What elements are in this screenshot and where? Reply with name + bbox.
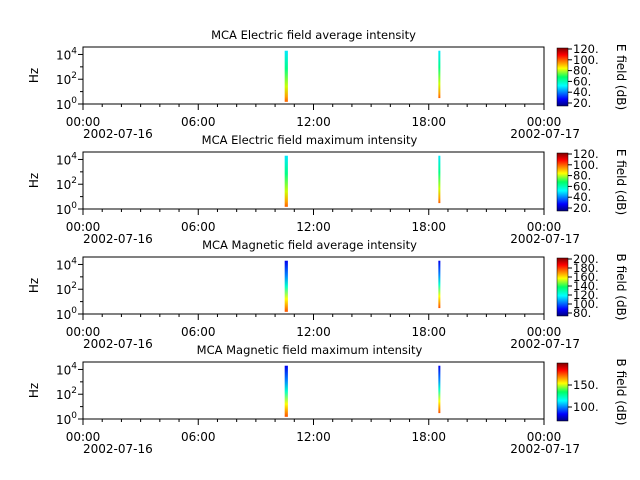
x-tick-label: 18:00: [411, 220, 446, 234]
panel-1: MCA Electric field maximum intensity 100 1…: [27, 133, 628, 246]
panel-3: MCA Magnetic field maximum intensity 100 1…: [27, 343, 628, 456]
spectrogram-segment: [284, 50, 288, 102]
x-tick-label: 18:00: [411, 430, 446, 444]
x-tick-label: 18:00: [411, 115, 446, 129]
x-tick-label: 00:00: [66, 430, 101, 444]
x-tick-label: 00:00: [527, 325, 562, 339]
plot-frame: [82, 151, 545, 210]
colorbar: [556, 47, 569, 107]
colorbar-tick-label: 120.: [573, 42, 599, 56]
colorbar-tick-label: 100.: [573, 158, 599, 172]
y-tick-label: 102: [56, 71, 77, 87]
panel-2: MCA Magnetic field average intensity 100 1…: [27, 238, 628, 351]
spectrogram-segment: [284, 155, 288, 207]
panel-title: MCA Electric field average intensity: [211, 28, 416, 42]
y-tick-label: 102: [56, 281, 77, 297]
colorbar-label: B field (dB): [614, 359, 628, 426]
panel-0: MCA Electric field average intensity 100 1…: [27, 28, 628, 141]
x-tick-label: 12:00: [296, 325, 331, 339]
y-tick-label: 100: [56, 201, 77, 217]
x-date-label: 2002-07-16: [83, 232, 153, 246]
y-tick-label: 100: [56, 96, 77, 112]
y-tick-label: 104: [56, 256, 77, 272]
x-date-label: 2002-07-17: [510, 127, 580, 141]
y-tick-label: 100: [56, 306, 77, 322]
y-axis-label: Hz: [27, 68, 41, 83]
plot-frame: [82, 46, 545, 105]
plot-frame: [82, 361, 545, 420]
x-date-label: 2002-07-17: [510, 442, 580, 456]
colorbar: [556, 152, 569, 212]
colorbar-label: E field (dB): [614, 44, 628, 110]
x-tick-label: 00:00: [527, 430, 562, 444]
colorbar-tick-label: 100.: [573, 53, 599, 67]
colorbar-tick-label: 140.: [573, 279, 599, 293]
spectrogram-segment: [438, 155, 441, 204]
x-tick-label: 00:00: [527, 115, 562, 129]
y-tick-label: 102: [56, 176, 77, 192]
colorbar-tick-label: 150.: [573, 378, 599, 392]
panel-title: MCA Magnetic field maximum intensity: [197, 343, 423, 357]
panel-title: MCA Magnetic field average intensity: [202, 238, 417, 252]
spectrogram-segment: [284, 260, 288, 312]
x-date-label: 2002-07-16: [83, 442, 153, 456]
x-tick-label: 06:00: [181, 325, 216, 339]
spectrogram-segment: [438, 365, 441, 414]
x-tick-label: 18:00: [411, 325, 446, 339]
x-tick-label: 12:00: [296, 115, 331, 129]
plot-frame: [82, 256, 545, 315]
colorbar-tick-label: 20.: [573, 96, 591, 110]
colorbar-tick-label: 40.: [573, 190, 591, 204]
x-tick-label: 06:00: [181, 430, 216, 444]
colorbar-tick-label: 180.: [573, 261, 599, 275]
colorbar: [556, 257, 569, 317]
y-tick-label: 104: [56, 151, 77, 167]
x-tick-label: 00:00: [66, 325, 101, 339]
y-tick-label: 104: [56, 361, 77, 377]
colorbar-label: E field (dB): [614, 149, 628, 215]
x-date-label: 2002-07-16: [83, 127, 153, 141]
spectrogram-segment: [284, 365, 288, 417]
panel-title: MCA Electric field maximum intensity: [202, 133, 418, 147]
colorbar-tick-label: 80.: [573, 306, 591, 320]
colorbar-tick-label: 80.: [573, 169, 591, 183]
colorbar-label: B field (dB): [614, 254, 628, 321]
x-date-label: 2002-07-17: [510, 232, 580, 246]
colorbar-tick-label: 80.: [573, 64, 591, 78]
y-tick-label: 100: [56, 411, 77, 427]
colorbar: [556, 362, 569, 422]
colorbar-tick-label: 160.: [573, 270, 599, 284]
colorbar-tick-label: 40.: [573, 85, 591, 99]
spectrogram-segment: [438, 50, 441, 99]
y-tick-label: 102: [56, 386, 77, 402]
colorbar-tick-label: 100.: [573, 400, 599, 414]
y-axis-label: Hz: [27, 278, 41, 293]
colorbar-tick-label: 60.: [573, 179, 591, 193]
spectrogram-segment: [438, 260, 441, 309]
colorbar-tick-label: 120.: [573, 288, 599, 302]
x-tick-label: 06:00: [181, 115, 216, 129]
x-tick-label: 00:00: [527, 220, 562, 234]
x-tick-label: 00:00: [66, 115, 101, 129]
colorbar-tick-label: 60.: [573, 74, 591, 88]
x-date-label: 2002-07-16: [83, 337, 153, 351]
x-date-label: 2002-07-17: [510, 337, 580, 351]
y-tick-label: 104: [56, 46, 77, 62]
colorbar-tick-label: 200.: [573, 252, 599, 266]
x-tick-label: 12:00: [296, 220, 331, 234]
y-axis-label: Hz: [27, 383, 41, 398]
y-axis-label: Hz: [27, 173, 41, 188]
x-tick-label: 06:00: [181, 220, 216, 234]
colorbar-tick-label: 120.: [573, 147, 599, 161]
colorbar-tick-label: 20.: [573, 201, 591, 215]
x-tick-label: 00:00: [66, 220, 101, 234]
colorbar-tick-label: 100.: [573, 297, 599, 311]
x-tick-label: 12:00: [296, 430, 331, 444]
